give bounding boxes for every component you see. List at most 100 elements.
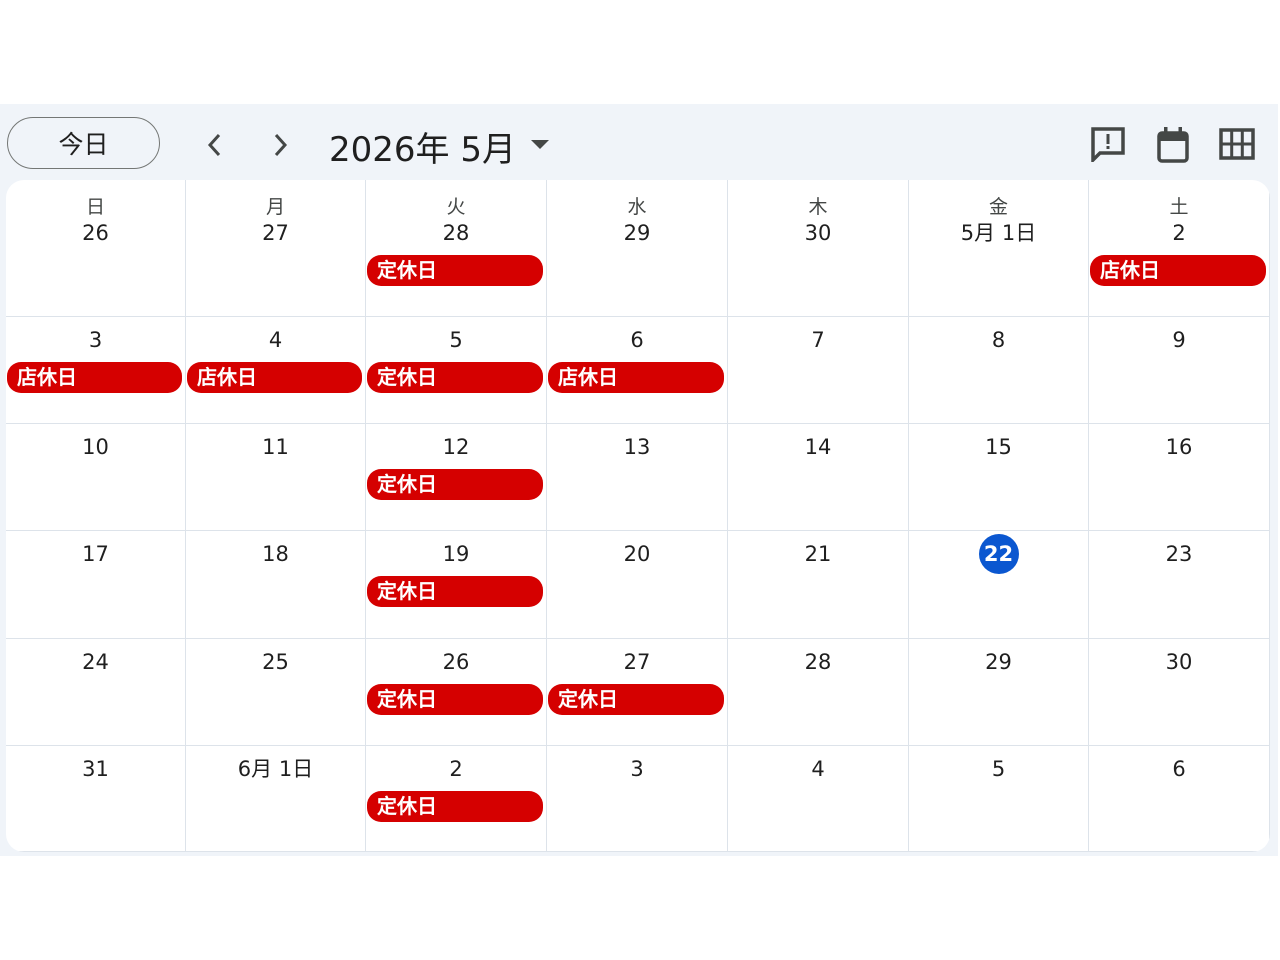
calendar-icon[interactable] — [1156, 126, 1192, 164]
prev-button[interactable] — [200, 130, 230, 160]
day-number[interactable]: 6 — [1172, 757, 1186, 781]
day-number[interactable]: 2 — [449, 757, 463, 781]
day-cell[interactable]: 16 — [1089, 424, 1270, 531]
day-cell[interactable]: 3 店休日 — [6, 317, 186, 424]
day-number[interactable]: 11 — [262, 435, 289, 459]
day-number[interactable]: 6月 1日 — [237, 757, 314, 781]
month-title[interactable]: 2026年 5月 — [329, 130, 516, 170]
day-cell[interactable]: 水 29 — [547, 180, 728, 317]
event-chip[interactable]: 定休日 — [367, 791, 543, 822]
day-number[interactable]: 8 — [991, 328, 1006, 352]
day-number[interactable]: 30 — [1165, 650, 1193, 674]
day-cell[interactable]: 20 — [547, 531, 728, 639]
day-number[interactable]: 16 — [1165, 435, 1193, 459]
day-number[interactable]: 18 — [262, 542, 289, 566]
event-chip[interactable]: 定休日 — [367, 255, 543, 286]
day-cell[interactable]: 6月 1日 — [186, 746, 366, 852]
day-cell[interactable]: 24 — [6, 639, 186, 746]
day-number[interactable]: 3 — [630, 757, 644, 781]
event-chip[interactable]: 店休日 — [548, 362, 724, 393]
event-chip[interactable]: 定休日 — [548, 684, 724, 715]
day-cell[interactable]: 26 定休日 — [366, 639, 547, 746]
day-cell[interactable]: 木 30 — [728, 180, 909, 317]
day-number[interactable]: 21 — [804, 542, 832, 566]
event-chip[interactable]: 定休日 — [367, 684, 543, 715]
day-number[interactable]: 20 — [623, 542, 651, 566]
day-cell[interactable]: 14 — [728, 424, 909, 531]
day-cell[interactable]: 27 定休日 — [547, 639, 728, 746]
day-cell[interactable]: 土 2 店休日 — [1089, 180, 1270, 317]
day-number[interactable]: 14 — [804, 435, 832, 459]
day-cell[interactable]: 11 — [186, 424, 366, 531]
day-number[interactable]: 7 — [811, 328, 825, 352]
day-number[interactable]: 27 — [623, 650, 651, 674]
event-chip[interactable]: 定休日 — [367, 576, 543, 607]
day-number[interactable]: 2 — [1172, 221, 1186, 245]
day-cell[interactable]: 28 — [728, 639, 909, 746]
day-number[interactable]: 3 — [88, 328, 103, 352]
day-number[interactable]: 10 — [82, 435, 109, 459]
day-cell[interactable]: 2 定休日 — [366, 746, 547, 852]
day-cell[interactable]: 22 — [909, 531, 1089, 639]
day-number[interactable]: 25 — [262, 650, 289, 674]
day-cell[interactable]: 金 5月 1日 — [909, 180, 1089, 317]
day-number[interactable]: 26 — [82, 221, 109, 245]
day-number[interactable]: 29 — [623, 221, 651, 245]
day-cell[interactable]: 29 — [909, 639, 1089, 746]
day-cell[interactable]: 月 27 — [186, 180, 366, 317]
day-cell[interactable]: 12 定休日 — [366, 424, 547, 531]
day-cell[interactable]: 9 — [1089, 317, 1270, 424]
event-chip[interactable]: 店休日 — [187, 362, 362, 393]
day-cell[interactable]: 5 — [909, 746, 1089, 852]
day-cell[interactable]: 25 — [186, 639, 366, 746]
day-cell[interactable]: 17 — [6, 531, 186, 639]
day-cell[interactable]: 6 店休日 — [547, 317, 728, 424]
day-number[interactable]: 6 — [630, 328, 644, 352]
day-number[interactable]: 26 — [442, 650, 470, 674]
day-number[interactable]: 4 — [811, 757, 825, 781]
event-chip[interactable]: 店休日 — [7, 362, 182, 393]
event-chip[interactable]: 店休日 — [1090, 255, 1266, 286]
day-cell[interactable]: 10 — [6, 424, 186, 531]
day-number[interactable]: 15 — [985, 435, 1012, 459]
day-number[interactable]: 28 — [804, 650, 832, 674]
day-cell[interactable]: 7 — [728, 317, 909, 424]
day-cell[interactable]: 31 — [6, 746, 186, 852]
day-number[interactable]: 17 — [82, 542, 109, 566]
day-cell[interactable]: 火 28 定休日 — [366, 180, 547, 317]
dropdown-arrow[interactable] — [528, 138, 552, 152]
day-number[interactable]: 4 — [268, 328, 283, 352]
today-button[interactable]: 今日 — [7, 117, 160, 169]
day-cell[interactable]: 13 — [547, 424, 728, 531]
day-cell[interactable]: 5 定休日 — [366, 317, 547, 424]
day-cell[interactable]: 6 — [1089, 746, 1270, 852]
day-cell[interactable]: 18 — [186, 531, 366, 639]
day-number[interactable]: 24 — [82, 650, 109, 674]
day-cell[interactable]: 日 26 — [6, 180, 186, 317]
next-button[interactable] — [265, 130, 295, 160]
day-cell[interactable]: 4 店休日 — [186, 317, 366, 424]
day-number[interactable]: 12 — [442, 435, 470, 459]
day-cell[interactable]: 15 — [909, 424, 1089, 531]
day-cell[interactable]: 23 — [1089, 531, 1270, 639]
day-cell[interactable]: 8 — [909, 317, 1089, 424]
event-chip[interactable]: 定休日 — [367, 362, 543, 393]
day-number[interactable]: 5 — [991, 757, 1006, 781]
day-number[interactable]: 22 — [978, 534, 1019, 574]
day-number[interactable]: 5月 1日 — [960, 221, 1037, 245]
day-number[interactable]: 9 — [1172, 328, 1186, 352]
day-cell[interactable]: 4 — [728, 746, 909, 852]
day-cell[interactable]: 21 — [728, 531, 909, 639]
day-cell[interactable]: 3 — [547, 746, 728, 852]
feedback-icon[interactable] — [1090, 126, 1126, 162]
day-number[interactable]: 29 — [985, 650, 1012, 674]
day-number[interactable]: 27 — [262, 221, 289, 245]
day-number[interactable]: 28 — [442, 221, 470, 245]
day-number[interactable]: 31 — [82, 757, 109, 781]
day-cell[interactable]: 19 定休日 — [366, 531, 547, 639]
day-number[interactable]: 5 — [449, 328, 463, 352]
day-number[interactable]: 30 — [804, 221, 832, 245]
day-cell[interactable]: 30 — [1089, 639, 1270, 746]
day-number[interactable]: 23 — [1165, 542, 1193, 566]
day-number[interactable]: 19 — [442, 542, 470, 566]
